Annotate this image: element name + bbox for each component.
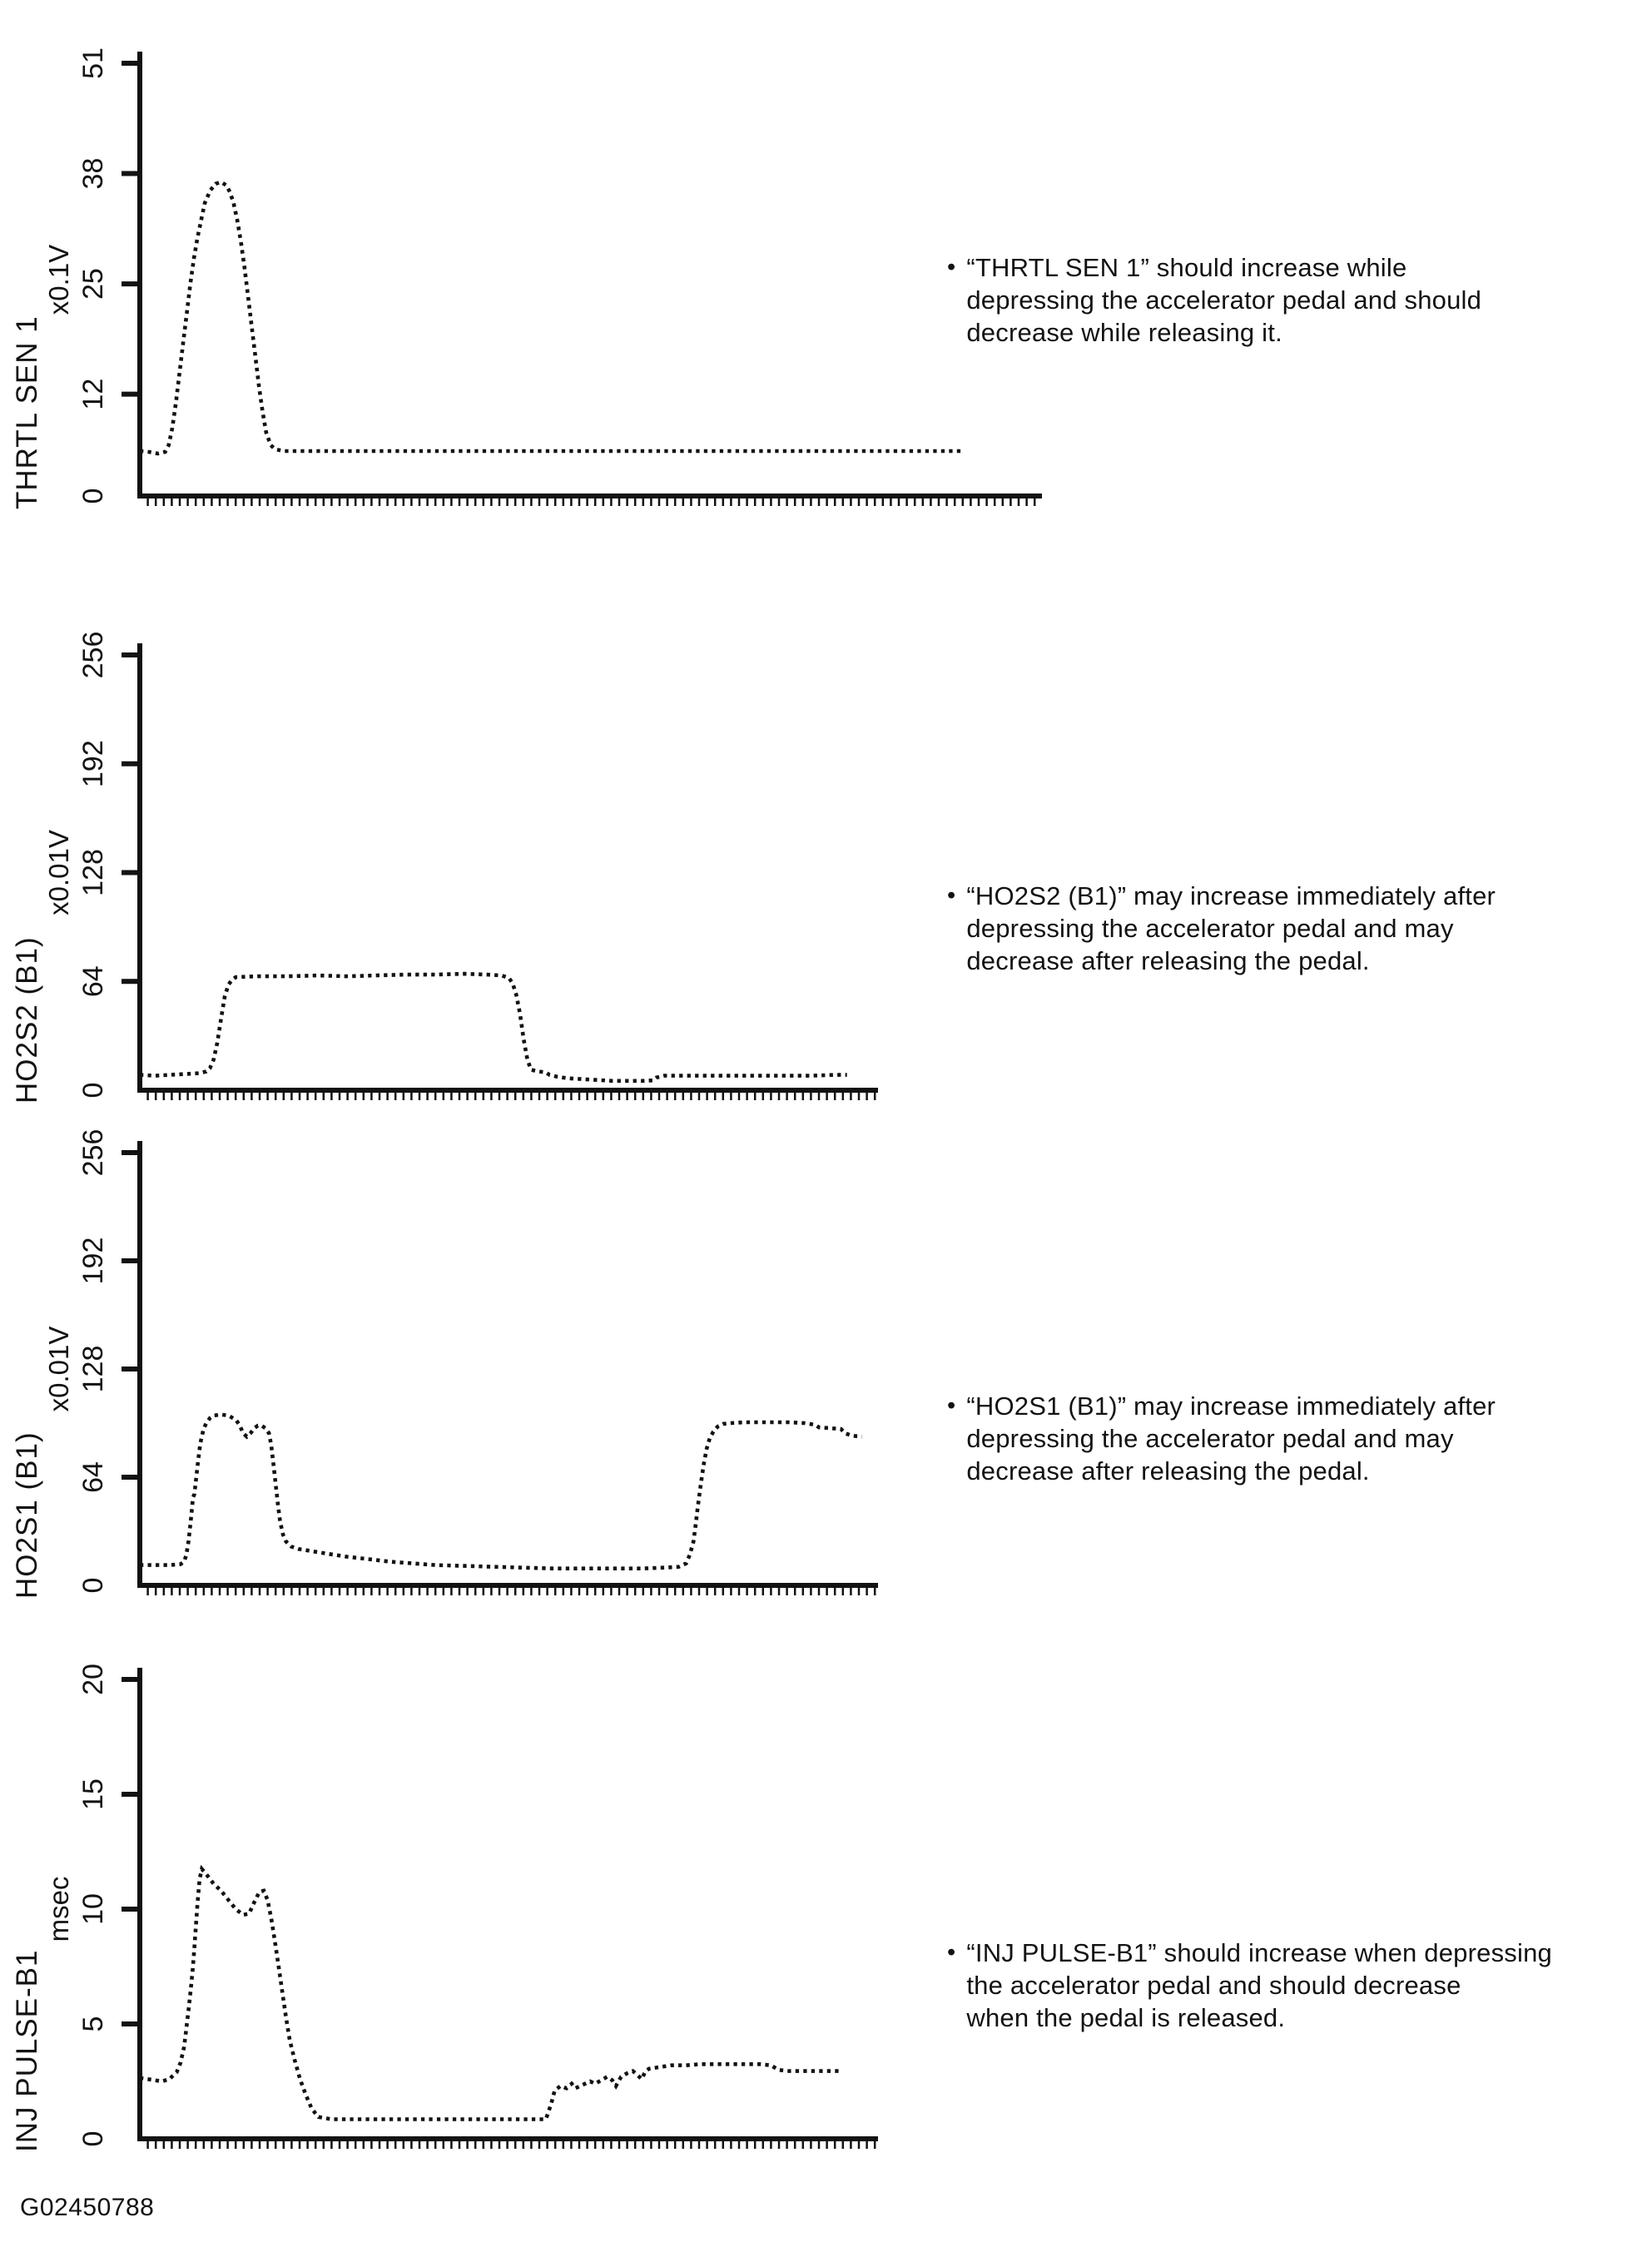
y-tick-label: 5 bbox=[77, 2016, 109, 2032]
data-trace bbox=[140, 1412, 862, 1570]
annotation-line: decrease after releasing the pedal. bbox=[966, 1456, 1370, 1486]
y-unit-label: msec bbox=[43, 1877, 74, 1942]
y-tick-label: 256 bbox=[77, 632, 109, 679]
annotation-line: decrease after releasing the pedal. bbox=[966, 946, 1370, 975]
y-tick-label: 192 bbox=[77, 1238, 109, 1285]
y-tick-label: 64 bbox=[77, 965, 109, 997]
annotation-line: decrease while releasing it. bbox=[966, 318, 1282, 347]
y-tick-label: 256 bbox=[77, 1129, 109, 1177]
y-tick-label: 0 bbox=[77, 1578, 109, 1594]
y-tick-label: 192 bbox=[77, 740, 109, 787]
annotation-line: depressing the accelerator pedal and sho… bbox=[966, 285, 1482, 315]
bullet-icon: • bbox=[947, 1939, 956, 1966]
y-tick-label: 20 bbox=[77, 1664, 109, 1695]
x-minor-ticks bbox=[146, 1588, 876, 1595]
y-tick-label: 38 bbox=[77, 158, 109, 190]
annotation-line: depressing the accelerator pedal and may bbox=[966, 1424, 1454, 1453]
param-label: INJ PULSE-B1 bbox=[11, 1950, 43, 2152]
y-tick-label: 12 bbox=[77, 379, 109, 410]
y-tick-label: 10 bbox=[77, 1893, 109, 1925]
y-tick-label: 128 bbox=[77, 849, 109, 896]
param-label: HO2S1 (B1) bbox=[11, 1431, 43, 1599]
y-unit-label: x0.01V bbox=[43, 830, 74, 915]
bullet-icon: • bbox=[947, 254, 956, 280]
y-tick-label: 128 bbox=[77, 1346, 109, 1393]
y-tick-label: 51 bbox=[77, 47, 109, 79]
annotation-line: “INJ PULSE-B1” should increase when depr… bbox=[966, 1938, 1552, 1967]
annotation-line: depressing the accelerator pedal and may bbox=[966, 914, 1454, 943]
figure-code: G02450788 bbox=[20, 2194, 155, 2221]
x-minor-ticks bbox=[146, 1093, 876, 1100]
annotation-line: “HO2S2 (B1)” may increase immediately af… bbox=[966, 881, 1496, 910]
data-trace bbox=[139, 971, 847, 1084]
y-tick-label: 25 bbox=[77, 268, 109, 300]
x-minor-ticks bbox=[146, 498, 1036, 506]
annotation-ho2s2-b1: • “HO2S2 (B1)” may increase immediately … bbox=[947, 880, 1496, 977]
y-tick-label: 0 bbox=[77, 1083, 109, 1099]
annotation-line: “HO2S1 (B1)” may increase immediately af… bbox=[966, 1391, 1496, 1421]
annotation-line: when the pedal is released. bbox=[966, 2003, 1286, 2032]
bullet-icon: • bbox=[947, 1392, 956, 1419]
param-label: THRTL SEN 1 bbox=[11, 315, 43, 509]
annotation-text: “HO2S2 (B1)” may increase immediately af… bbox=[966, 880, 1496, 977]
annotation-text: “HO2S1 (B1)” may increase immediately af… bbox=[966, 1390, 1496, 1487]
annotation-text: “INJ PULSE-B1” should increase when depr… bbox=[966, 1937, 1552, 2034]
x-minor-ticks bbox=[146, 2141, 876, 2149]
y-tick-label: 0 bbox=[77, 489, 109, 504]
annotation-ho2s1-b1: • “HO2S1 (B1)” may increase immediately … bbox=[947, 1390, 1496, 1487]
y-tick-label: 15 bbox=[77, 1778, 109, 1810]
annotation-line: “THRTL SEN 1” should increase while bbox=[966, 253, 1407, 282]
y-unit-label: x0.01V bbox=[43, 1327, 74, 1412]
annotation-text: “THRTL SEN 1” should increase while depr… bbox=[966, 251, 1481, 349]
y-unit-label: x0.1V bbox=[43, 245, 74, 315]
bullet-icon: • bbox=[947, 882, 956, 909]
data-trace bbox=[139, 1864, 839, 2121]
y-tick-label: 64 bbox=[77, 1461, 109, 1493]
annotation-line: the accelerator pedal and should decreas… bbox=[966, 1971, 1461, 2000]
param-label: HO2S2 (B1) bbox=[11, 936, 43, 1104]
y-tick-label: 0 bbox=[77, 2131, 109, 2147]
annotation-thrtl-sen-1: • “THRTL SEN 1” should increase while de… bbox=[947, 251, 1481, 349]
data-trace bbox=[139, 180, 964, 456]
annotation-inj-pulse-b1: • “INJ PULSE-B1” should increase when de… bbox=[947, 1937, 1552, 2034]
